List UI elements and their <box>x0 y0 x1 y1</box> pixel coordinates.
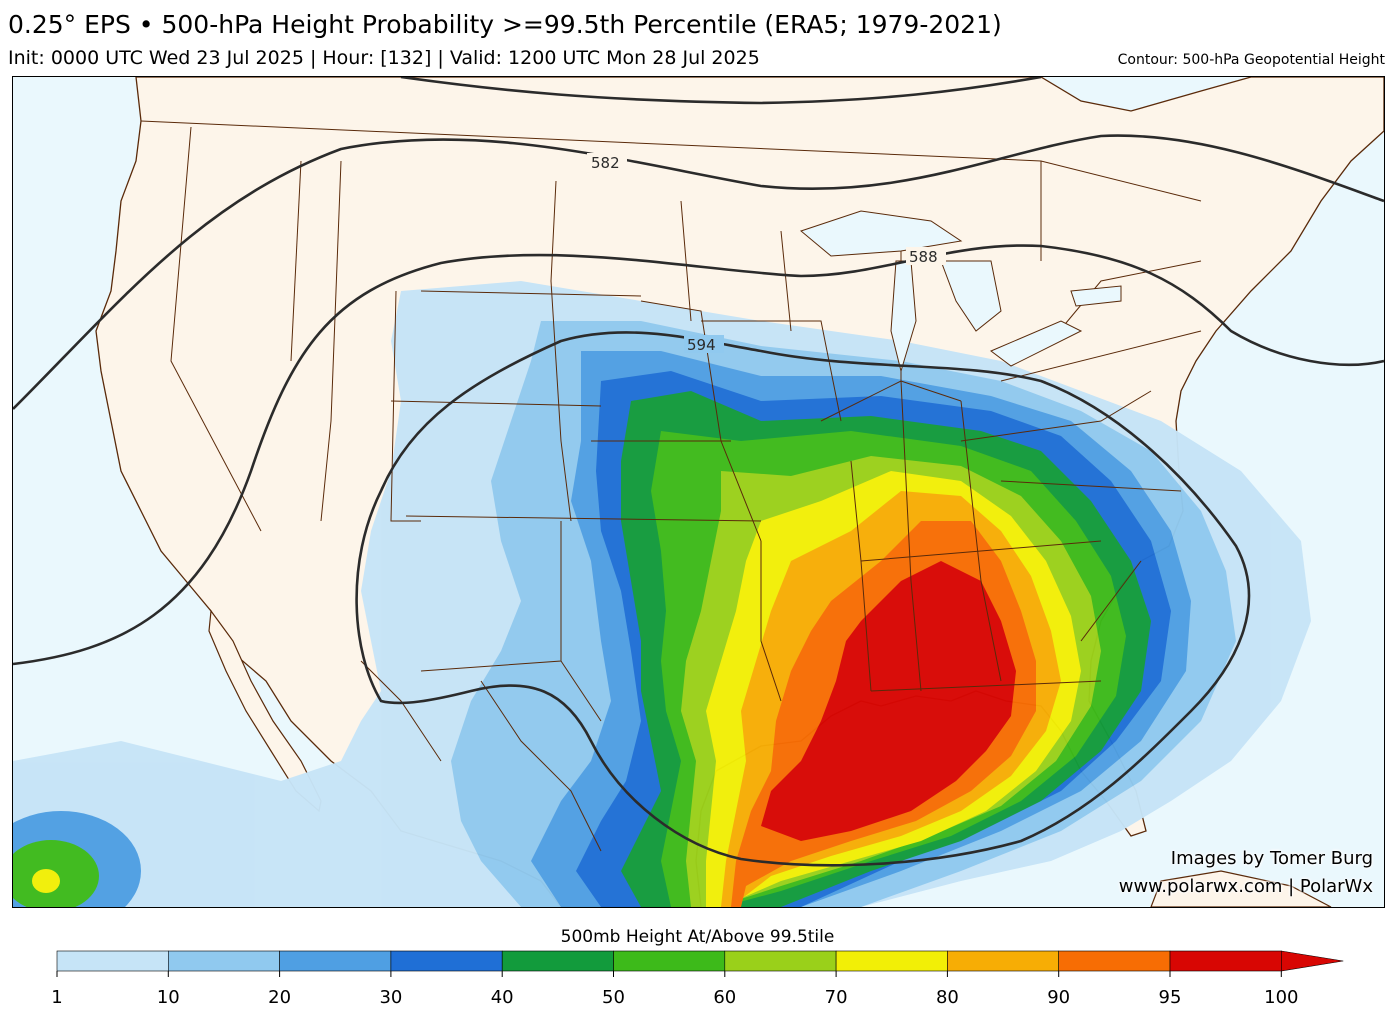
colorbar-segment <box>56 950 169 972</box>
colorbar-segment <box>501 950 614 972</box>
colorbar-tick-label: 30 <box>379 987 403 1008</box>
lake-ontario <box>1070 285 1122 307</box>
contour-label-bg-588 <box>906 247 946 265</box>
contour-588-line <box>13 244 1384 666</box>
colorbar-tick-label: 1 <box>51 987 63 1008</box>
colorbar-tick-label: 50 <box>602 987 625 1008</box>
contour-label-bg-594 <box>684 335 724 353</box>
colorbar-segment <box>1169 950 1282 972</box>
contour-label-bg-582 <box>587 153 627 171</box>
colorbar-segment <box>835 950 948 972</box>
contour-600-line <box>400 77 1042 105</box>
map-canvas: 582 588 594 <box>13 77 1384 907</box>
lake-superior <box>799 210 963 257</box>
colorbar-title: 500mb Height At/Above 99.5tile <box>560 927 835 947</box>
prob-95-100 <box>761 561 1016 841</box>
contour-label-594: 594 <box>687 336 716 354</box>
colorbar-extend-arrow <box>1281 950 1344 972</box>
colorbar-tick-label: 60 <box>713 987 737 1008</box>
colorbar-segment <box>947 950 1060 972</box>
credit-website: www.polarwx.com | PolarWx <box>1118 876 1373 897</box>
colorbar-tick-label: 95 <box>1158 987 1182 1008</box>
colorbar-segment <box>168 950 280 972</box>
lake-huron <box>940 260 1002 332</box>
colorbar-tick-label: 10 <box>156 987 180 1008</box>
colorbar-tick-label: 80 <box>935 987 959 1008</box>
colorbar-segment <box>279 950 392 972</box>
credit-author: Images by Tomer Burg <box>1170 848 1373 869</box>
colorbar-tick-label: 100 <box>1264 987 1299 1008</box>
colorbar-tick-label: 40 <box>490 987 514 1008</box>
pacific-prob-peak <box>32 869 60 893</box>
lake-erie <box>990 320 1083 367</box>
height-contours <box>13 77 1384 867</box>
contour-note: Contour: 500-hPa Geopotential Height <box>1117 52 1385 68</box>
probability-shading <box>13 281 1311 907</box>
colorbar-segment <box>1058 950 1171 972</box>
colorbar-segment <box>390 950 503 972</box>
contour-594-line <box>355 331 1251 867</box>
map-panel: 582 588 594 <box>12 76 1385 908</box>
map-title: 0.25° EPS • 500-hPa Height Probability >… <box>8 10 1002 39</box>
contour-label-582: 582 <box>591 154 620 172</box>
map-subtitle: Init: 0000 UTC Wed 23 Jul 2025 | Hour: [… <box>8 47 760 69</box>
land-cuba <box>1150 870 1332 907</box>
state-borders <box>140 120 1202 852</box>
colorbar-tick-label: 70 <box>824 987 848 1008</box>
contour-582-line <box>13 134 1384 410</box>
colorbar <box>56 950 1344 977</box>
colorbar-segment <box>724 950 837 972</box>
contour-labels: 582 588 594 <box>587 153 946 354</box>
colorbar-tick-label: 90 <box>1047 987 1071 1008</box>
contour-label-588: 588 <box>909 248 938 266</box>
great-lakes <box>799 210 1122 373</box>
colorbar-segment <box>613 950 726 972</box>
colorbar-tick-label: 20 <box>268 987 292 1008</box>
